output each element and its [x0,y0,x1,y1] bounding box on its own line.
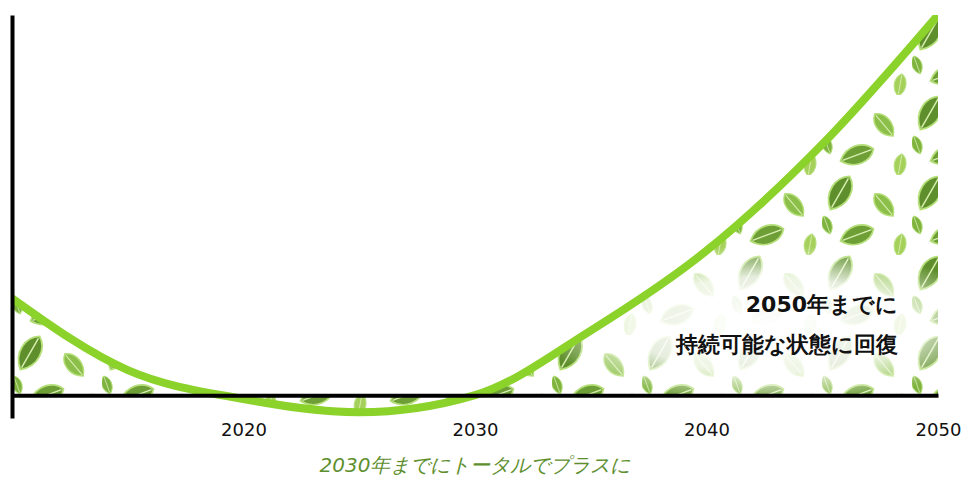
x-tick-label: 2040 [684,419,730,440]
annotation-line: 2050年までに [746,292,898,317]
x-tick: 2040 [684,395,730,440]
marks [12,15,938,412]
x-tick: 2030 [453,395,499,440]
x-tick: 2020 [221,395,267,440]
curve [12,15,938,412]
x-label: 2030年までにトータルでプラスに [320,453,632,477]
x-tick-label: 2030 [453,419,499,440]
x-tick-label: 2020 [221,419,267,440]
leaf-area [12,15,938,412]
annotation-line: 持続可能な状態に回復 [675,332,898,357]
y-axis-line [11,16,15,419]
x-tick-label: 2050 [916,419,962,440]
plot: 2020 2030 2040 2050 2050年までに持続可能な状態に回復 [12,15,968,440]
chart: 2020 2030 2040 2050 2050年までに持続可能な状態に回復 2030年ま… [0,0,968,480]
y-axis [12,16,14,419]
x-axis-line [13,394,939,398]
annotation: 2050年までに持続可能な状態に回復 [675,292,898,357]
x-tick: 2050 [916,395,962,440]
x-axis: 2020 2030 2040 2050 [13,395,962,440]
